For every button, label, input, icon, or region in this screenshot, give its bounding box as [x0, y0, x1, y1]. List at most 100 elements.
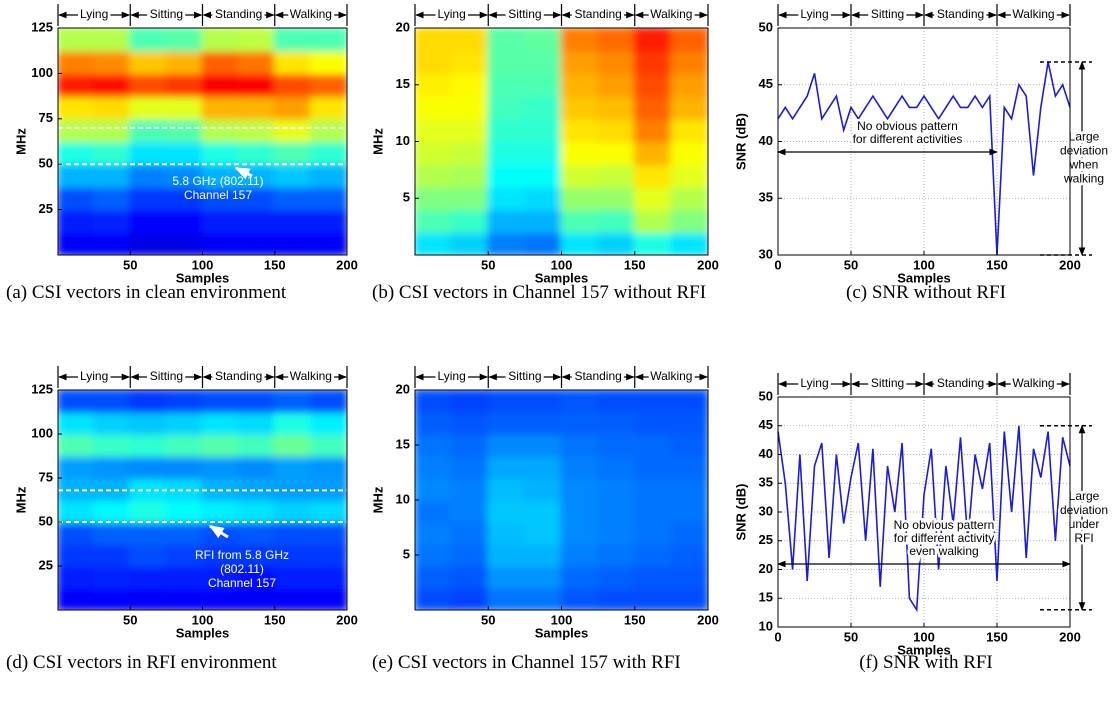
heatmap-cell [93, 390, 132, 413]
y-tick-label: 30 [759, 503, 773, 518]
heatmap-cell [129, 499, 168, 523]
heatmap-cell [165, 411, 204, 435]
heatmap-cell [129, 231, 168, 255]
heatmap-cell [237, 208, 276, 234]
heatmap-cell [237, 521, 276, 545]
heatmap-cell [523, 565, 563, 589]
heatmap-cell [450, 521, 490, 545]
heatmap-cell [597, 117, 636, 143]
heatmap-cell [58, 208, 96, 234]
heatmap-cell [523, 521, 563, 545]
heatmap-cell [523, 543, 563, 567]
y-tick-label: 20 [759, 561, 773, 576]
heatmap [58, 28, 347, 255]
heatmap-cell [93, 140, 132, 166]
heatmap-cell [560, 390, 600, 413]
heatmap-cell [165, 499, 204, 523]
heatmap-cell [58, 499, 96, 523]
heatmap-cell [450, 117, 490, 143]
heatmap-cell [415, 455, 453, 479]
heatmap-cell [487, 499, 526, 523]
heatmap-cell [633, 565, 673, 589]
heatmap-cell [309, 455, 347, 479]
heatmap-cell [670, 49, 708, 75]
heatmap-cell [201, 499, 240, 523]
y-tick-label: 75 [39, 469, 53, 484]
heatmap-cell [523, 163, 563, 188]
heatmap-cell [201, 433, 240, 457]
heatmap-cell [58, 140, 96, 166]
heatmap-cell [415, 185, 453, 211]
heatmap-cell [129, 208, 168, 234]
activity-label: Sitting [871, 7, 904, 21]
heatmap-cell [450, 185, 490, 211]
heatmap-cell [633, 208, 673, 234]
heatmap-cell [93, 587, 132, 610]
heatmap-cell [129, 411, 168, 435]
heatmap-cell [309, 565, 347, 589]
snr-line [777, 61, 1071, 256]
activity-label: Sitting [508, 7, 541, 21]
heatmap-cell [487, 411, 526, 435]
heatmap-cell [237, 499, 276, 523]
heatmap-cell [487, 185, 526, 211]
annotation: No obvious pattern [857, 119, 958, 133]
annotation: (802.11) [220, 562, 264, 576]
heatmap-cell [523, 140, 563, 166]
heatmap-cell [670, 231, 708, 255]
x-tick-label: 50 [123, 257, 137, 272]
heatmap-cell [487, 390, 526, 413]
heatmap-cell [633, 587, 673, 610]
heatmap-cell [309, 543, 347, 567]
heatmap-cell [237, 28, 276, 52]
heatmap-cell [93, 411, 132, 435]
y-axis-label: MHz [13, 128, 28, 155]
y-axis-label: SNR (dB) [733, 483, 748, 540]
heatmap-cell [597, 411, 636, 435]
x-tick-label: 200 [336, 257, 358, 272]
x-tick-label: 100 [551, 612, 573, 627]
heatmap-cell [415, 390, 453, 413]
heatmap-cell [273, 433, 312, 457]
heatmap-cell [415, 411, 453, 435]
heatmap-cell [165, 185, 204, 211]
heatmap-cell [415, 208, 453, 234]
heatmap-cell [129, 163, 168, 188]
heatmap-cell [273, 565, 312, 589]
y-tick-label: 30 [759, 246, 773, 261]
heatmap-cell [560, 433, 600, 457]
activity-label: Lying [438, 7, 466, 21]
heatmap-cells [415, 28, 708, 255]
x-tick-label: 50 [481, 257, 495, 272]
heatmap-cell [450, 28, 490, 52]
heatmap-cell [93, 185, 132, 211]
heatmap-cell [201, 140, 240, 166]
activity-label: Sitting [508, 369, 541, 383]
heatmap-cell [415, 117, 453, 143]
heatmap-cell [237, 587, 276, 610]
snr-line [777, 425, 1071, 613]
heatmap-cell [58, 543, 96, 567]
heatmap-cell [450, 411, 490, 435]
heatmap-cell [487, 231, 526, 255]
heatmap-cell [309, 72, 347, 98]
heatmap-cell [560, 543, 600, 567]
heatmap-cell [560, 49, 600, 75]
activity-label: Standing [215, 7, 262, 21]
heatmap-cell [273, 477, 312, 501]
heatmap-cell [670, 95, 708, 120]
annotation-arrow [208, 524, 229, 539]
heatmap-cell [450, 140, 490, 166]
heatmap-cell [633, 521, 673, 545]
heatmap-cell [633, 499, 673, 523]
heatmap-cell [237, 411, 276, 435]
heatmap-cell [58, 117, 96, 143]
heatmap-cell [309, 231, 347, 255]
heatmap-cell [129, 390, 168, 413]
heatmap-cell [93, 72, 132, 98]
x-tick-label: 200 [336, 612, 358, 627]
heatmap-cell [93, 543, 132, 567]
heatmap-cell [129, 521, 168, 545]
annotation: walking [1063, 172, 1104, 186]
heatmap-cell [165, 95, 204, 120]
